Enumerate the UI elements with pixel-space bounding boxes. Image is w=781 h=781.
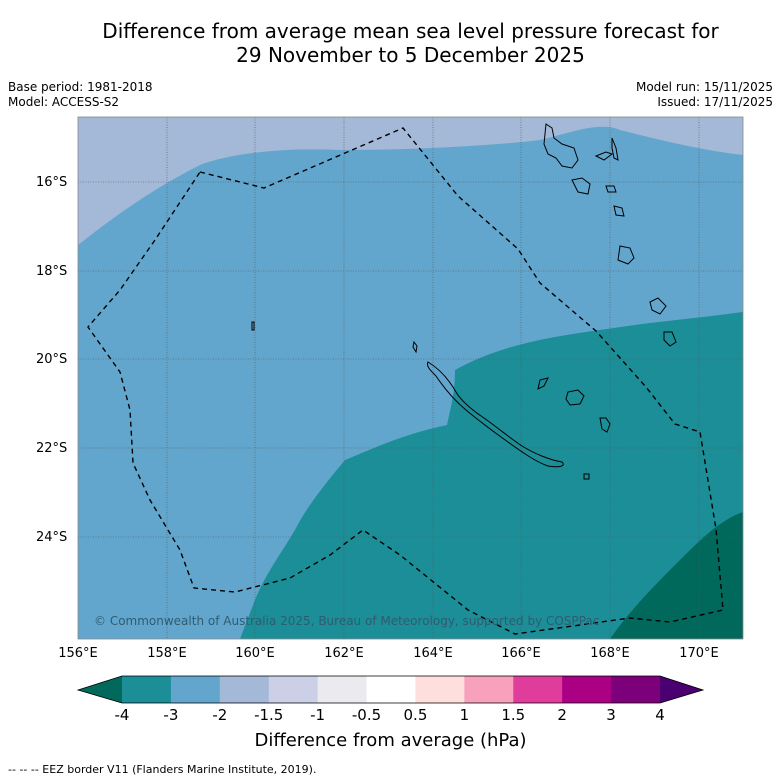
colorbar-tick-label: 1.5 bbox=[501, 706, 526, 724]
base-period: Base period: 1981-2018 bbox=[8, 80, 153, 94]
colorbar-tick-label: -1 bbox=[310, 706, 326, 724]
colorbar-tick-label: 2 bbox=[557, 706, 567, 724]
lat-label-18s: 18°S bbox=[36, 264, 68, 279]
colorbar-cell bbox=[122, 676, 172, 703]
colorbar-cell bbox=[415, 676, 465, 703]
colorbar-tick-label: 0.5 bbox=[403, 706, 428, 724]
pentecost-coast bbox=[611, 137, 619, 161]
colorbar-tick-label: 4 bbox=[655, 706, 665, 724]
malekula-coast bbox=[571, 177, 591, 195]
graticule bbox=[78, 117, 743, 639]
tanna-coast bbox=[649, 297, 667, 315]
map-title: Difference from average mean sea level p… bbox=[0, 19, 781, 67]
ambae-coast bbox=[594, 151, 614, 161]
title-line-1: Difference from average mean sea level p… bbox=[102, 19, 719, 43]
right-metadata: Model run: 15/11/2025 Issued: 17/11/2025 bbox=[636, 80, 773, 110]
lat-label-20s: 20°S bbox=[36, 352, 68, 367]
lon-label-166e: 166°E bbox=[501, 646, 541, 661]
colorbar-tick-label: -0.5 bbox=[351, 706, 382, 724]
lon-label-162e: 162°E bbox=[324, 646, 364, 661]
colorbar-cell bbox=[170, 676, 221, 703]
espiritu-santo-coast bbox=[543, 123, 579, 169]
model-run: Model run: 15/11/2025 bbox=[635, 80, 773, 94]
lon-label-156e: 156°E bbox=[58, 646, 98, 661]
lifou-coast bbox=[565, 389, 585, 406]
ouvea-coast bbox=[537, 377, 549, 390]
colorbar-cell bbox=[366, 676, 416, 703]
walpole-coast bbox=[583, 473, 590, 480]
efate-coast bbox=[613, 205, 625, 217]
lat-label-22s: 22°S bbox=[36, 441, 68, 456]
colorbar-cell bbox=[268, 676, 319, 703]
title-line-2: 29 November to 5 December 2025 bbox=[236, 43, 585, 67]
lat-label-24s: 24°S bbox=[36, 530, 68, 545]
colorbar-extend-low bbox=[78, 676, 122, 703]
colorbar-cell bbox=[219, 676, 270, 703]
colorbar-extend-high bbox=[660, 676, 703, 703]
new-caledonia-coast bbox=[427, 361, 564, 468]
colorbar-tick-label: -2 bbox=[212, 706, 228, 724]
colorbar-cell bbox=[317, 676, 368, 703]
left-metadata: Base period: 1981-2018 Model: ACCESS-S2 bbox=[8, 80, 153, 110]
ambrym-coast bbox=[605, 185, 617, 193]
mare-coast bbox=[599, 417, 611, 433]
colorbar-cell bbox=[513, 676, 563, 703]
eez-footnote: -- -- -- EEZ border V11 (Flanders Marine… bbox=[8, 763, 317, 776]
belep-islands-coast bbox=[412, 340, 418, 354]
colorbar-cell bbox=[562, 676, 612, 703]
erromango-coast bbox=[617, 245, 635, 265]
colorbar-tick-label: -1.5 bbox=[254, 706, 284, 724]
colorbar-cells bbox=[122, 676, 661, 703]
colorbar-tick-label: -4 bbox=[114, 706, 130, 724]
map-fields bbox=[78, 117, 743, 639]
colorbar-tick-label: 1 bbox=[459, 706, 470, 724]
field-below-minus-4 bbox=[610, 512, 743, 639]
colorbar-cell bbox=[464, 676, 514, 703]
lon-label-168e: 168°E bbox=[590, 646, 630, 661]
lat-label-16s: 16°S bbox=[36, 175, 68, 190]
colorbar bbox=[76, 675, 705, 704]
colorbar-cell bbox=[611, 676, 661, 703]
aneityum-coast bbox=[663, 331, 677, 347]
coastlines bbox=[251, 123, 677, 480]
lon-label-164e: 164°E bbox=[413, 646, 453, 661]
chesterfield-reef bbox=[251, 321, 255, 331]
map-frame bbox=[77, 116, 744, 640]
lon-label-160e: 160°E bbox=[235, 646, 275, 661]
model-name: Model: ACCESS-S2 bbox=[8, 95, 120, 109]
lon-label-170e: 170°E bbox=[679, 646, 719, 661]
colorbar-tick-label: -3 bbox=[163, 706, 179, 724]
colorbar-title: Difference from average (hPa) bbox=[254, 730, 527, 751]
copyright-notice: © Commonwealth of Australia 2025, Bureau… bbox=[94, 614, 600, 628]
colorbar-tick-label: 3 bbox=[606, 706, 616, 724]
issued-date: Issued: 17/11/2025 bbox=[657, 95, 773, 109]
eez-border bbox=[87, 127, 724, 635]
lon-label-158e: 158°E bbox=[147, 646, 187, 661]
field-minus-4-to-minus-3 bbox=[240, 312, 743, 639]
